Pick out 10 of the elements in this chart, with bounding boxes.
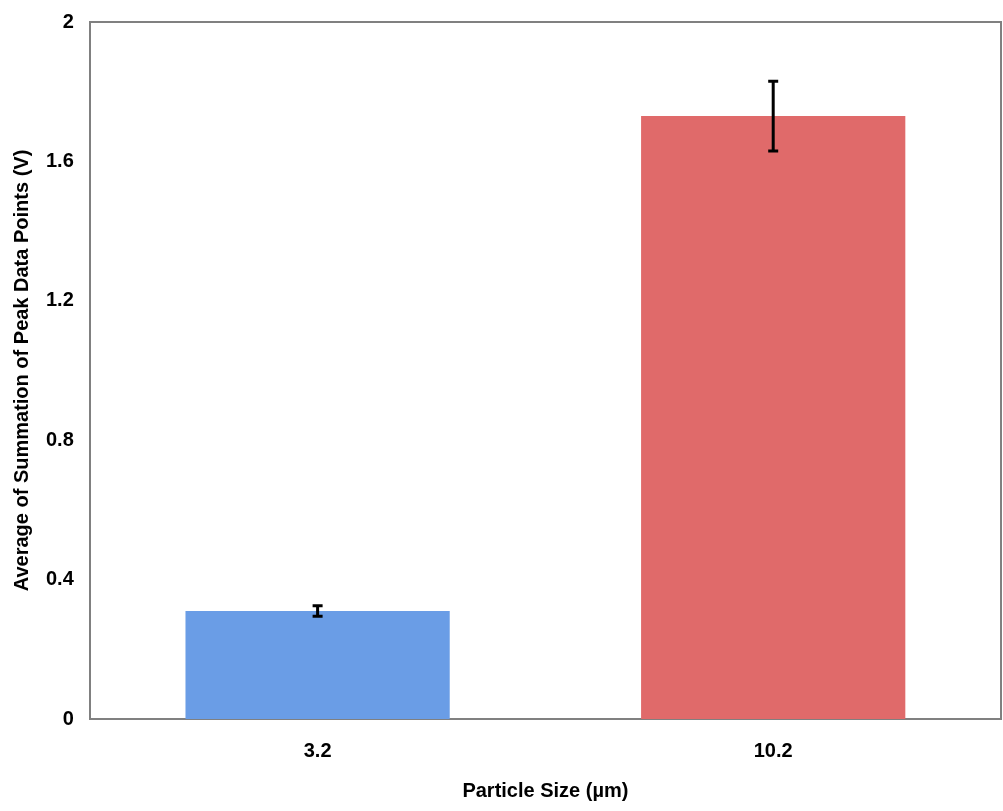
y-tick-label: 0.8 bbox=[45, 427, 74, 450]
x-tick-label: 10.2 bbox=[753, 738, 793, 761]
y-tick-label: 1.6 bbox=[45, 148, 74, 171]
y-tick-label: 2 bbox=[62, 9, 74, 32]
x-tick-label: 3.2 bbox=[303, 738, 332, 761]
x-axis-title: Particle Size (µm) bbox=[462, 778, 629, 801]
y-axis-title: Average of Summation of Peak Data Points (V) bbox=[9, 149, 32, 592]
y-tick-label: 1.2 bbox=[45, 288, 74, 311]
y-tick-label: 0.4 bbox=[45, 567, 75, 590]
y-tick-label: 0 bbox=[62, 706, 74, 729]
